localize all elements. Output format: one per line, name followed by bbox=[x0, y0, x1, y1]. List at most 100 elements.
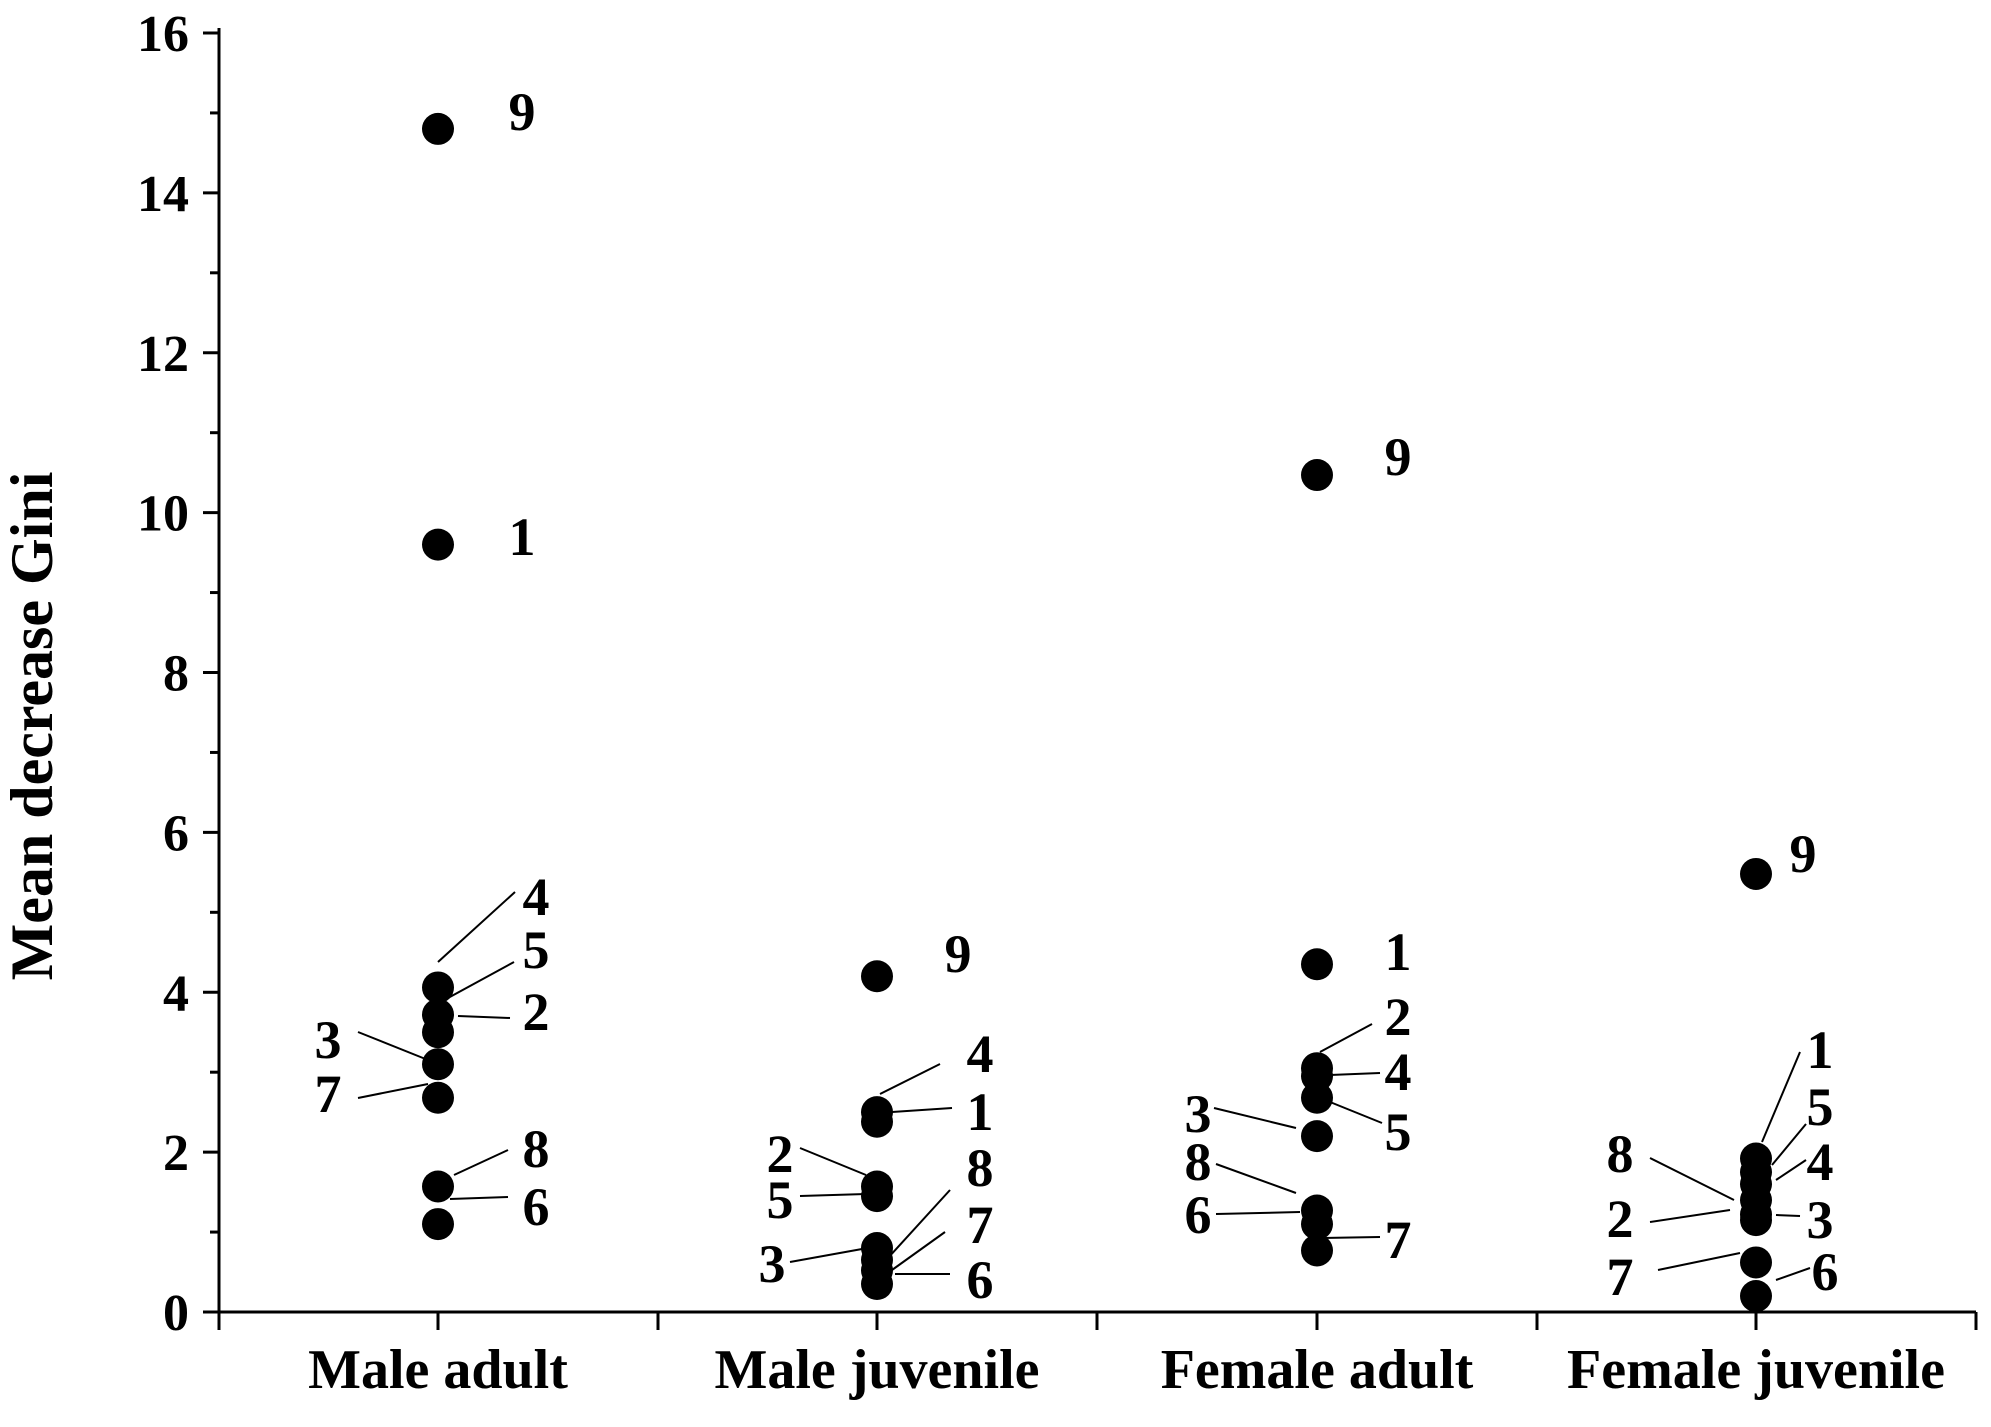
y-tick-label: 14 bbox=[137, 166, 189, 223]
data-point bbox=[861, 1180, 893, 1213]
y-tick-label: 4 bbox=[163, 965, 189, 1022]
y-tick-label: 0 bbox=[163, 1285, 189, 1342]
leader-line bbox=[1771, 1123, 1807, 1166]
point-label: 5 bbox=[1385, 1102, 1412, 1162]
leader-line bbox=[1319, 1023, 1373, 1053]
point-label: 6 bbox=[1185, 1185, 1212, 1245]
data-point bbox=[861, 1105, 893, 1138]
x-tick-label: Female juvenile bbox=[1567, 1339, 1945, 1401]
point-label: 2 bbox=[1607, 1189, 1634, 1249]
data-point bbox=[422, 1048, 454, 1081]
data-point bbox=[1740, 1280, 1772, 1313]
point-label: 7 bbox=[1607, 1247, 1634, 1307]
y-tick-label: 6 bbox=[163, 805, 189, 862]
point-label: 1 bbox=[509, 507, 536, 567]
data-point bbox=[1740, 1204, 1772, 1237]
leader-line bbox=[453, 1149, 509, 1176]
leader-line bbox=[799, 1193, 867, 1197]
data-points bbox=[422, 112, 1772, 1313]
point-label: 7 bbox=[315, 1064, 342, 1124]
leader-line bbox=[1775, 1214, 1801, 1217]
x-tick-label: Female adult bbox=[1161, 1339, 1474, 1401]
leader-line bbox=[799, 1147, 867, 1176]
leader-line bbox=[1649, 1157, 1735, 1201]
point-label: 4 bbox=[1385, 1042, 1412, 1102]
point-label: 7 bbox=[967, 1195, 994, 1255]
data-point bbox=[422, 1081, 454, 1114]
data-point bbox=[1301, 459, 1333, 492]
point-label: 9 bbox=[509, 82, 536, 142]
data-point bbox=[422, 1208, 454, 1241]
leader-line bbox=[1321, 1236, 1381, 1239]
leader-line bbox=[447, 961, 515, 999]
leader-line bbox=[437, 891, 516, 963]
data-point bbox=[422, 1170, 454, 1203]
data-point bbox=[861, 960, 893, 993]
leader-line bbox=[357, 1083, 429, 1099]
leader-line bbox=[1215, 1163, 1297, 1194]
leader-line bbox=[1761, 1051, 1801, 1143]
leader-line bbox=[1657, 1252, 1741, 1271]
data-point bbox=[1301, 1081, 1333, 1114]
leader-line bbox=[357, 1031, 429, 1061]
data-point bbox=[1301, 948, 1333, 981]
data-point bbox=[422, 1016, 454, 1049]
data-point bbox=[422, 971, 454, 1004]
point-label: 4 bbox=[523, 867, 550, 927]
point-label: 1 bbox=[1807, 1020, 1834, 1080]
data-point bbox=[861, 1268, 893, 1301]
leader-line bbox=[891, 1231, 946, 1271]
x-ticks: Male adult Male juvenile Female adult Femal… bbox=[217, 1312, 1978, 1401]
point-label: 7 bbox=[1385, 1210, 1412, 1270]
point-label: 3 bbox=[1185, 1084, 1212, 1144]
leader-line bbox=[449, 1196, 509, 1200]
point-label: 9 bbox=[1385, 427, 1412, 487]
point-label: 4 bbox=[1807, 1132, 1834, 1192]
point-label: 8 bbox=[523, 1119, 550, 1179]
point-label: 6 bbox=[967, 1250, 994, 1310]
y-axis-label: Mean decrease Gini bbox=[0, 472, 65, 981]
leader-line bbox=[1213, 1107, 1297, 1129]
point-label: 2 bbox=[767, 1124, 794, 1184]
leader-line bbox=[1775, 1267, 1811, 1281]
leader-line bbox=[879, 1063, 941, 1095]
data-point bbox=[422, 112, 454, 145]
data-point bbox=[1740, 1246, 1772, 1279]
y-tick-label: 12 bbox=[137, 326, 189, 383]
leader-line bbox=[457, 1015, 511, 1019]
data-point bbox=[1740, 857, 1772, 890]
y-tick-label: 10 bbox=[137, 486, 189, 543]
point-label: 5 bbox=[767, 1170, 794, 1230]
leader-line bbox=[887, 1189, 951, 1259]
leader-line bbox=[1329, 1101, 1383, 1124]
point-label: 1 bbox=[1385, 922, 1412, 982]
y-tick-label: 2 bbox=[163, 1125, 189, 1182]
axes bbox=[217, 28, 1976, 1314]
y-tick-label: 8 bbox=[163, 646, 189, 703]
leader-line bbox=[1329, 1072, 1381, 1076]
point-label: 9 bbox=[945, 924, 972, 984]
point-label: 8 bbox=[967, 1138, 994, 1198]
point-label: 5 bbox=[1807, 1077, 1834, 1137]
point-label: 9 bbox=[1790, 824, 1817, 884]
point-label: 1 bbox=[967, 1082, 994, 1142]
point-label: 8 bbox=[1607, 1124, 1634, 1184]
leader-line bbox=[1775, 1159, 1807, 1181]
point-label: 2 bbox=[523, 982, 550, 1042]
point-label: 4 bbox=[967, 1024, 994, 1084]
leader-line bbox=[891, 1107, 953, 1113]
point-label: 3 bbox=[315, 1010, 342, 1070]
data-point bbox=[1301, 1208, 1333, 1241]
point-label: 3 bbox=[1807, 1190, 1834, 1250]
data-point bbox=[1301, 1120, 1333, 1153]
point-label: 8 bbox=[1185, 1132, 1212, 1192]
y-ticks: 0 2 4 6 8 10 12 14 16 bbox=[137, 6, 219, 1342]
y-tick-label: 16 bbox=[137, 6, 189, 63]
leader-line bbox=[789, 1248, 863, 1263]
point-label: 3 bbox=[759, 1234, 786, 1294]
x-tick-label: Male juvenile bbox=[714, 1339, 1039, 1401]
data-point bbox=[1301, 1234, 1333, 1267]
data-point bbox=[422, 528, 454, 561]
